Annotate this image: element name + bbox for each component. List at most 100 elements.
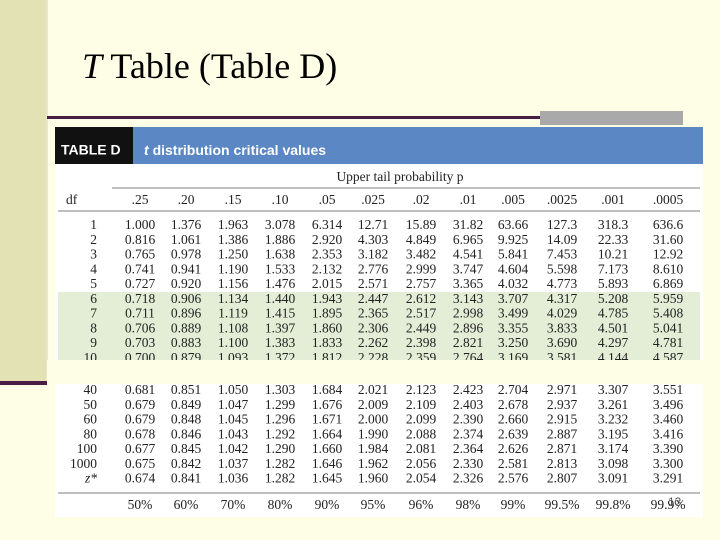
- value-cell: 3.232: [598, 412, 628, 427]
- value-cell: 0.675: [125, 456, 156, 471]
- value-cell: 318.3: [598, 217, 629, 232]
- value-cell: 2.081: [406, 441, 436, 456]
- value-cell: 4.297: [598, 335, 629, 350]
- value-cell: 0.765: [125, 247, 156, 262]
- value-cell: 0.941: [171, 261, 201, 276]
- value-cell: 1.036: [218, 471, 249, 486]
- value-cell: 2.612: [406, 291, 436, 306]
- value-cell: 1.045: [218, 412, 249, 427]
- value-cell: 1.156: [218, 276, 249, 291]
- value-cell: 4.303: [358, 232, 389, 247]
- value-cell: 2.517: [406, 306, 437, 321]
- value-cell: 0.681: [125, 382, 155, 397]
- value-cell: 2.626: [498, 441, 529, 456]
- df-cell: 2: [90, 232, 97, 247]
- value-cell: 636.6: [653, 217, 684, 232]
- value-cell: 22.33: [598, 232, 629, 247]
- value-cell: 1.047: [218, 397, 249, 412]
- confidence-cell: 99.8%: [596, 497, 631, 512]
- value-cell: 14.09: [547, 232, 578, 247]
- column-header: .15: [225, 192, 242, 207]
- value-cell: 3.460: [653, 412, 684, 427]
- value-cell: 15.89: [406, 217, 437, 232]
- value-cell: 2.920: [312, 232, 343, 247]
- value-cell: 0.711: [125, 306, 155, 321]
- value-cell: 1.250: [218, 247, 249, 262]
- column-header: .10: [272, 192, 289, 207]
- df-cell: 9: [90, 335, 97, 350]
- value-cell: 1.037: [218, 456, 249, 471]
- value-cell: 1.886: [265, 232, 296, 247]
- confidence-cell: 96%: [409, 497, 434, 512]
- value-cell: 0.816: [125, 232, 156, 247]
- value-cell: 2.403: [453, 397, 484, 412]
- value-cell: 5.598: [547, 261, 578, 276]
- value-cell: 2.330: [453, 456, 484, 471]
- value-cell: 1.290: [265, 441, 296, 456]
- value-cell: 3.182: [358, 247, 388, 262]
- title-rule: [47, 116, 540, 119]
- value-cell: 0.842: [171, 456, 201, 471]
- value-cell: 0.846: [171, 426, 202, 441]
- caption-text: distribution critical values: [153, 142, 327, 158]
- value-cell: 4.029: [547, 306, 578, 321]
- df-cell: 5: [90, 276, 97, 291]
- value-cell: 1.962: [358, 456, 388, 471]
- value-cell: 1.960: [358, 471, 389, 486]
- df-cell: 6: [90, 291, 97, 306]
- value-cell: 5.841: [498, 247, 528, 262]
- value-cell: 2.088: [406, 426, 437, 441]
- table-header-bar: [55, 127, 703, 164]
- value-cell: 2.576: [498, 471, 529, 486]
- value-cell: 1.990: [358, 426, 389, 441]
- value-cell: 5.959: [653, 291, 684, 306]
- df-cell: 3: [90, 247, 97, 262]
- column-header: .25: [132, 192, 149, 207]
- value-cell: 1.296: [265, 412, 296, 427]
- df-cell: 50: [84, 397, 98, 412]
- value-cell: 0.678: [125, 426, 156, 441]
- value-cell: 1.190: [218, 261, 249, 276]
- value-cell: 4.501: [598, 320, 628, 335]
- column-header: df: [66, 192, 78, 207]
- value-cell: 2.390: [453, 412, 484, 427]
- value-cell: 4.604: [498, 261, 529, 276]
- column-header: .05: [319, 192, 336, 207]
- value-cell: 0.978: [171, 247, 202, 262]
- value-cell: 2.896: [453, 320, 484, 335]
- value-cell: 2.132: [312, 261, 342, 276]
- value-cell: 1.292: [265, 426, 295, 441]
- table-tag: TABLE D: [61, 142, 121, 158]
- value-cell: 0.741: [125, 261, 155, 276]
- value-cell: 2.571: [358, 276, 388, 291]
- value-cell: 4.785: [598, 306, 629, 321]
- value-cell: 2.887: [547, 426, 578, 441]
- value-cell: 9.925: [498, 232, 529, 247]
- confidence-cell: 50%: [128, 497, 153, 512]
- value-cell: 7.173: [598, 261, 629, 276]
- value-cell: 1.061: [171, 232, 201, 247]
- value-cell: 2.915: [547, 412, 578, 427]
- value-cell: 1.119: [218, 306, 248, 321]
- value-cell: 3.551: [653, 382, 683, 397]
- value-cell: 3.690: [547, 335, 578, 350]
- value-cell: 1.282: [265, 471, 295, 486]
- value-cell: 10.21: [598, 247, 628, 262]
- table-body: df .25 .20 .15 .10 .05 .025 .02 .01 .005 .0025 .001…: [66, 192, 685, 512]
- value-cell: 1.671: [312, 412, 342, 427]
- value-cell: 0.727: [125, 276, 156, 291]
- value-cell: 3.250: [498, 335, 529, 350]
- value-cell: 1.386: [218, 232, 249, 247]
- value-cell: 1.000: [125, 217, 156, 232]
- column-header: .20: [178, 192, 195, 207]
- column-header: .0025: [547, 192, 578, 207]
- title-text: Table (Table D): [110, 46, 337, 86]
- column-header: .01: [460, 192, 477, 207]
- value-cell: 31.60: [653, 232, 684, 247]
- confidence-cell: 70%: [221, 497, 246, 512]
- value-cell: 0.849: [171, 397, 202, 412]
- value-cell: 2.937: [547, 397, 578, 412]
- value-cell: 1.660: [312, 441, 343, 456]
- value-cell: 0.679: [125, 412, 156, 427]
